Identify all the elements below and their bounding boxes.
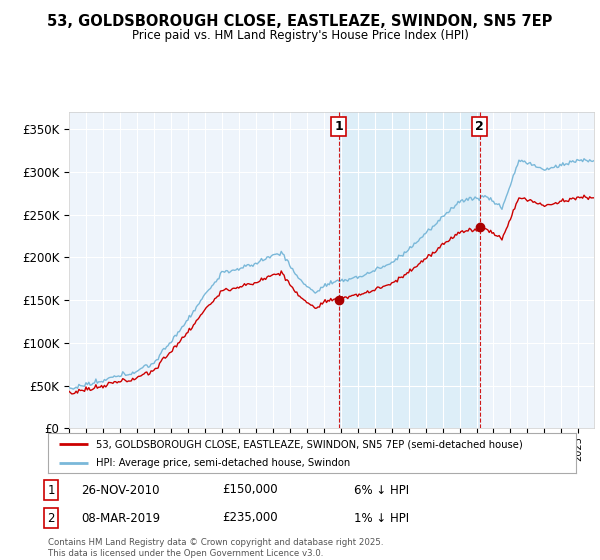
Text: 53, GOLDSBOROUGH CLOSE, EASTLEAZE, SWINDON, SN5 7EP (semi-detached house): 53, GOLDSBOROUGH CLOSE, EASTLEAZE, SWIND… — [95, 439, 522, 449]
Bar — [339, 112, 479, 428]
Text: Price paid vs. HM Land Registry's House Price Index (HPI): Price paid vs. HM Land Registry's House … — [131, 29, 469, 42]
Text: 2: 2 — [47, 511, 55, 525]
Text: 26-NOV-2010: 26-NOV-2010 — [81, 483, 160, 497]
Text: 6% ↓ HPI: 6% ↓ HPI — [354, 483, 409, 497]
Text: 1% ↓ HPI: 1% ↓ HPI — [354, 511, 409, 525]
Text: HPI: Average price, semi-detached house, Swindon: HPI: Average price, semi-detached house,… — [95, 458, 350, 468]
Text: £150,000: £150,000 — [222, 483, 278, 497]
Text: 53, GOLDSBOROUGH CLOSE, EASTLEAZE, SWINDON, SN5 7EP: 53, GOLDSBOROUGH CLOSE, EASTLEAZE, SWIND… — [47, 14, 553, 29]
Text: 1: 1 — [335, 120, 343, 133]
Text: Contains HM Land Registry data © Crown copyright and database right 2025.
This d: Contains HM Land Registry data © Crown c… — [48, 538, 383, 558]
Text: £235,000: £235,000 — [222, 511, 278, 525]
Text: 1: 1 — [47, 483, 55, 497]
Text: 08-MAR-2019: 08-MAR-2019 — [81, 511, 160, 525]
Text: 2: 2 — [475, 120, 484, 133]
